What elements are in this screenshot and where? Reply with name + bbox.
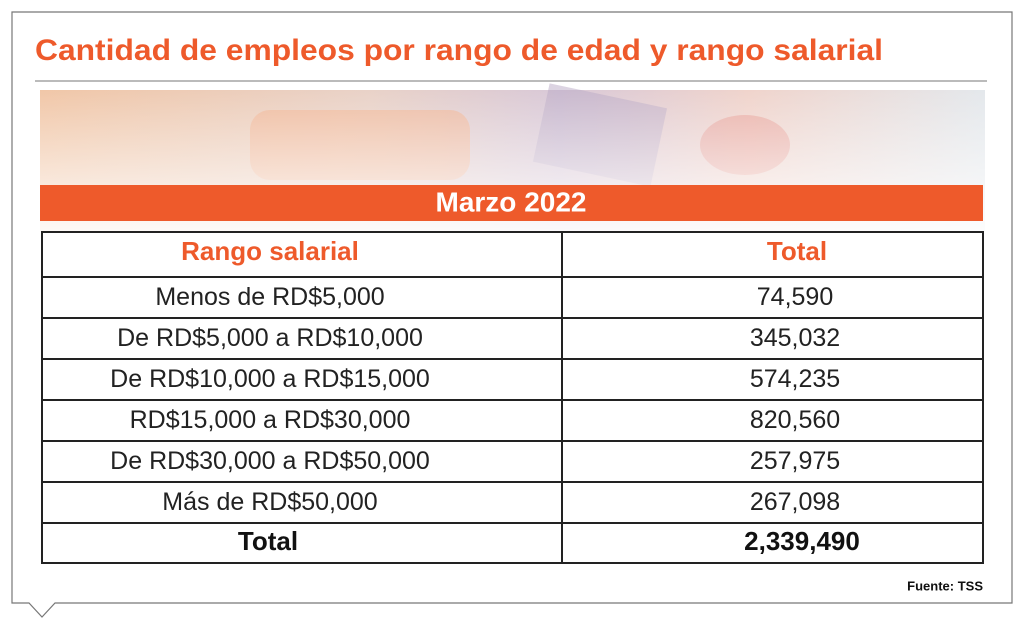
total-label: Total [238,526,298,556]
row-label: RD$15,000 a RD$30,000 [130,406,411,434]
table [41,231,984,564]
column-header: Total [767,236,827,266]
row-value: 574,235 [750,365,840,393]
column-header: Rango salarial [181,236,359,266]
row-label: Menos de RD$5,000 [155,283,384,311]
title: Cantidad de empleos por rango de edad y … [35,34,883,67]
period-band [40,185,983,221]
row-value: 267,098 [750,488,840,516]
row-value: 74,590 [757,283,833,311]
source: Fuente: TSS [907,578,983,593]
row-value: 345,032 [750,324,840,352]
row-value: 257,975 [750,447,840,475]
row-label: De RD$5,000 a RD$10,000 [117,324,423,352]
row-value: 820,560 [750,406,840,434]
period: Marzo 2022 [436,186,587,217]
row-label: De RD$30,000 a RD$50,000 [110,447,430,475]
row-label: Más de RD$50,000 [162,488,377,516]
total-value: 2,339,490 [744,526,860,556]
row-label: De RD$10,000 a RD$15,000 [110,365,430,393]
